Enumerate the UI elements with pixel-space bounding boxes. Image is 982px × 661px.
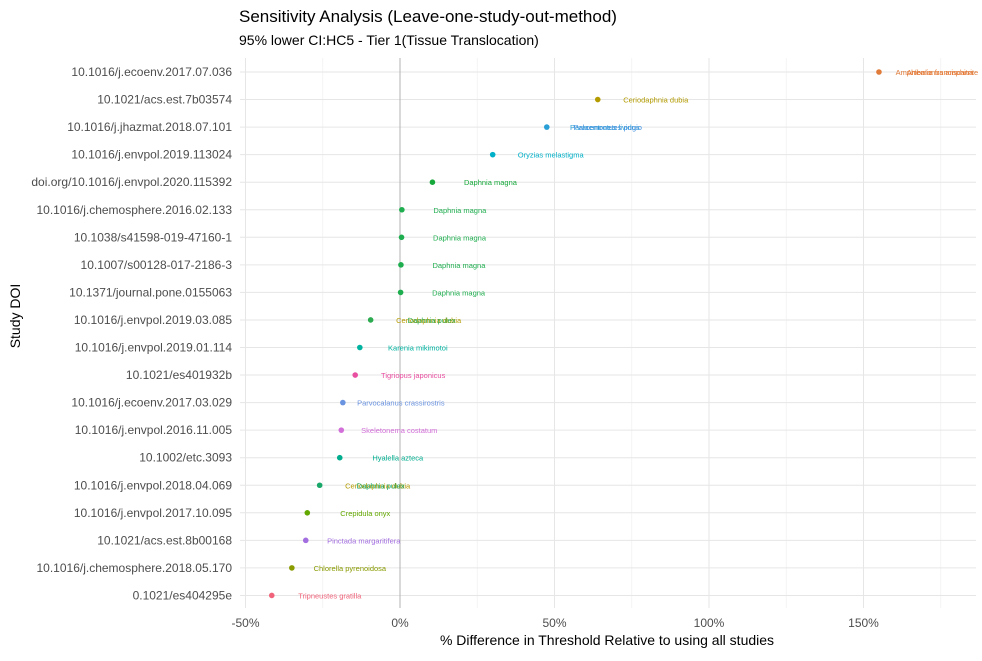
data-points bbox=[268, 69, 882, 599]
chart-title: Sensitivity Analysis (Leave-one-study-ou… bbox=[239, 7, 617, 26]
point-label: Daphnia pulex bbox=[357, 481, 405, 490]
point-label: Ceriodaphnia dubia bbox=[623, 96, 689, 105]
data-point bbox=[268, 592, 275, 599]
point-label: Karenia mikimotoi bbox=[388, 344, 448, 353]
data-point bbox=[543, 124, 550, 130]
x-tick-label: -50% bbox=[231, 616, 259, 630]
point-label: Ceriodaphnia dubia bbox=[345, 481, 411, 490]
data-point bbox=[397, 289, 404, 296]
y-tick-label: 10.1016/j.envpol.2019.03.085 bbox=[74, 313, 232, 327]
x-tick-label: 50% bbox=[542, 616, 566, 630]
data-point bbox=[876, 69, 882, 75]
y-axis-ticks: 10.1016/j.ecoenv.2017.07.036 10.1021/acs.… bbox=[31, 65, 232, 602]
data-point bbox=[429, 179, 436, 185]
y-tick-label: 10.1002/etc.3093 bbox=[139, 451, 232, 465]
point-label: Daphnia magna bbox=[432, 261, 486, 270]
point-label: Artemia franciscana bbox=[907, 68, 974, 77]
data-point bbox=[594, 96, 601, 103]
data-point bbox=[367, 317, 374, 323]
point-label: Skeletonema costatum bbox=[361, 426, 437, 435]
y-tick-label: 10.1016/j.envpol.2018.04.069 bbox=[74, 478, 232, 492]
point-label: Paracentrotus lividus bbox=[570, 123, 640, 132]
x-tick-label: 150% bbox=[848, 616, 879, 630]
point-label: Hyalella azteca bbox=[372, 454, 424, 463]
data-point bbox=[399, 206, 405, 213]
y-tick-label: 10.1021/es401932b bbox=[126, 368, 232, 382]
point-label: Ceriodaphnia dubia bbox=[396, 316, 462, 325]
y-tick-label: 10.1016/j.envpol.2016.11.005 bbox=[75, 423, 233, 437]
x-axis-title: % Difference in Threshold Relative to us… bbox=[440, 632, 774, 648]
data-point bbox=[336, 454, 343, 461]
y-tick-label: 10.1016/j.envpol.2017.10.095 bbox=[74, 506, 232, 520]
y-tick-label: 10.1021/acs.est.7b03574 bbox=[97, 93, 232, 107]
point-label: Tigriopus japonicus bbox=[381, 371, 446, 380]
point-label: Crepidula onyx bbox=[340, 509, 390, 518]
point-label: Tripneustes gratilla bbox=[298, 591, 362, 600]
y-tick-label: 10.1016/j.chemosphere.2016.02.133 bbox=[37, 203, 233, 217]
data-point bbox=[302, 537, 309, 544]
y-tick-label: 10.1371/journal.pone.0155063 bbox=[69, 285, 232, 299]
y-tick-label: 10.1016/j.jhazmat.2018.07.101 bbox=[67, 120, 232, 134]
point-label: Oryzias melastigma bbox=[518, 151, 585, 160]
point-label: Palaemonetes pugio bbox=[574, 123, 642, 132]
y-axis-title: Study DOI bbox=[7, 284, 23, 349]
point-label: Daphnia magna bbox=[433, 206, 487, 215]
data-point bbox=[352, 372, 358, 378]
point-label: Daphnia magna bbox=[464, 178, 518, 187]
data-point bbox=[357, 344, 363, 351]
data-point bbox=[338, 427, 345, 433]
x-axis-ticks: -50% 0% 50% 100% 150% bbox=[231, 616, 879, 630]
point-label: Parvocalanus crassirostris bbox=[357, 399, 445, 408]
y-tick-label: 10.1021/acs.est.8b00168 bbox=[97, 533, 232, 547]
point-label: Chlorella pyrenoidosa bbox=[314, 564, 387, 573]
data-point bbox=[340, 399, 346, 406]
y-tick-label: 0.1021/es404295e bbox=[133, 588, 233, 602]
y-tick-label: 10.1016/j.ecoenv.2017.07.036 bbox=[71, 65, 232, 79]
y-tick-label: doi.org/10.1016/j.envpol.2020.115392 bbox=[31, 175, 232, 189]
data-point bbox=[289, 565, 295, 571]
y-tick-label: 10.1038/s41598-019-47160-1 bbox=[74, 230, 232, 244]
y-tick-label: 10.1016/j.ecoenv.2017.03.029 bbox=[71, 396, 232, 410]
point-label: Daphnia magna bbox=[433, 233, 487, 242]
y-tick-label: 10.1016/j.envpol.2019.113024 bbox=[71, 148, 232, 162]
y-tick-label: 10.1007/s00128-017-2186-3 bbox=[81, 258, 233, 272]
point-label: Amphibalanus amphitrite bbox=[896, 68, 979, 77]
data-point bbox=[398, 234, 405, 241]
point-label: Daphnia magna bbox=[432, 288, 486, 297]
x-tick-label: 100% bbox=[694, 616, 725, 630]
x-tick-label: 0% bbox=[391, 616, 409, 630]
point-label: Pinctada margaritifera bbox=[327, 536, 401, 545]
grid-lines bbox=[240, 58, 976, 608]
data-point bbox=[398, 262, 404, 268]
data-point bbox=[316, 482, 323, 489]
point-label: Daphnia pulex bbox=[408, 316, 456, 325]
data-point bbox=[304, 510, 311, 516]
chart-subtitle: 95% lower CI:HC5 - Tier 1(Tissue Translo… bbox=[239, 32, 539, 48]
data-point bbox=[489, 151, 496, 158]
y-tick-label: 10.1016/j.envpol.2019.01.114 bbox=[75, 341, 233, 355]
y-tick-label: 10.1016/j.chemosphere.2018.05.170 bbox=[37, 561, 233, 575]
